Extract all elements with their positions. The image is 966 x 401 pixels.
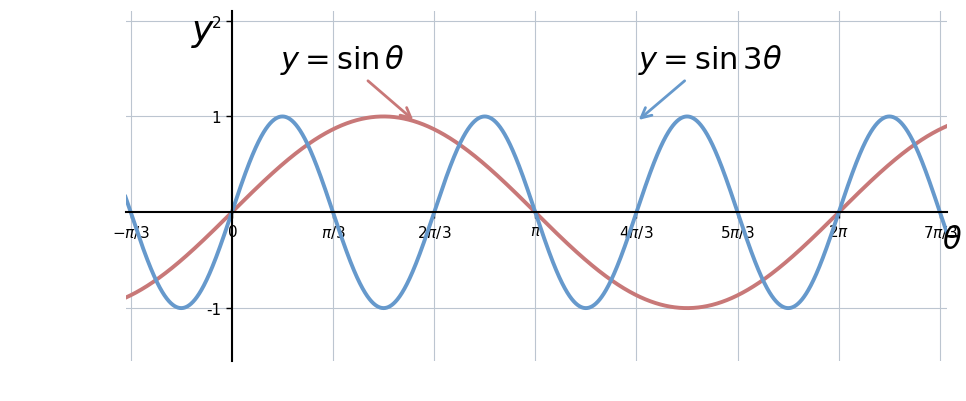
Text: $y = \sin 3\theta$: $y = \sin 3\theta$ <box>638 43 782 119</box>
Text: $y = \sin\theta$: $y = \sin\theta$ <box>280 43 411 119</box>
Text: $y$: $y$ <box>190 16 215 50</box>
Text: $\theta$: $\theta$ <box>942 225 962 254</box>
